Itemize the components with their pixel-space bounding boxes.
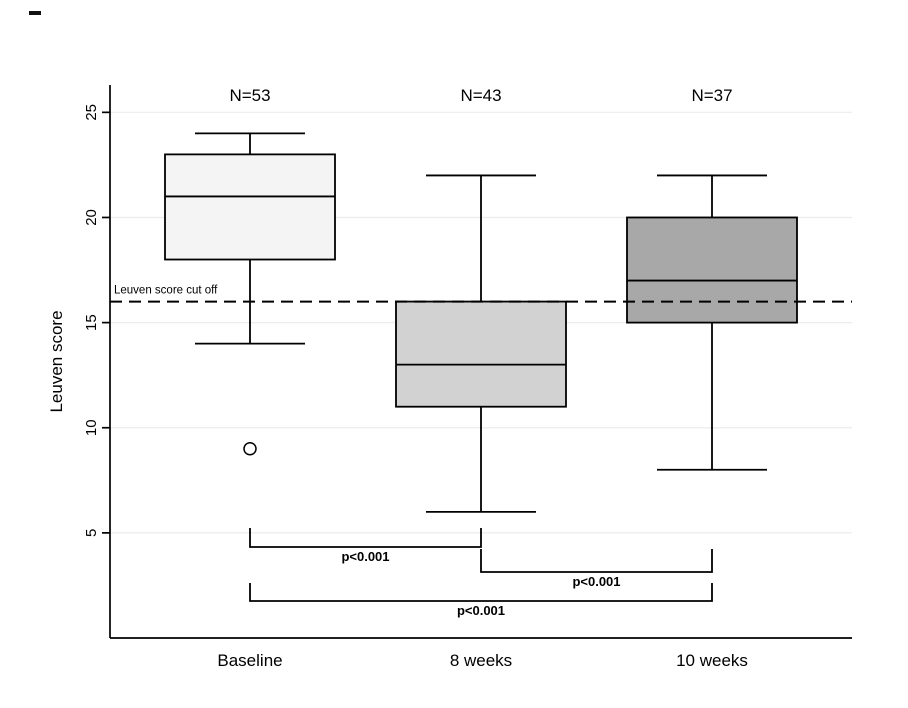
group-n-label: N=53	[229, 86, 270, 105]
y-axis-title: Leuven score	[47, 310, 66, 412]
comparison-bracket	[249, 583, 713, 602]
comparison-bracket	[480, 549, 713, 573]
corner-artifact	[29, 11, 41, 15]
comparison-p-label: p<0.001	[341, 549, 389, 564]
iqr-box	[626, 216, 798, 324]
comparison-p-label: p<0.001	[572, 574, 620, 589]
x-tick-label: Baseline	[217, 651, 282, 670]
comparison-bracket	[249, 528, 482, 548]
x-tick-label: 10 weeks	[676, 651, 748, 670]
x-tick-label: 8 weeks	[450, 651, 512, 670]
iqr-box	[395, 300, 567, 408]
y-tick-label: 25	[83, 104, 100, 121]
y-tick-label: 10	[83, 419, 100, 436]
cutoff-label: Leuven score cut off	[114, 285, 218, 297]
y-tick-label: 5	[83, 529, 100, 537]
y-tick-label: 15	[83, 314, 100, 331]
group-n-label: N=43	[460, 86, 501, 105]
group-n-label: N=37	[691, 86, 732, 105]
y-tick-label: 20	[83, 209, 100, 226]
outlier-marker	[243, 442, 257, 456]
iqr-box	[164, 153, 336, 261]
comparison-p-label: p<0.001	[457, 603, 505, 618]
